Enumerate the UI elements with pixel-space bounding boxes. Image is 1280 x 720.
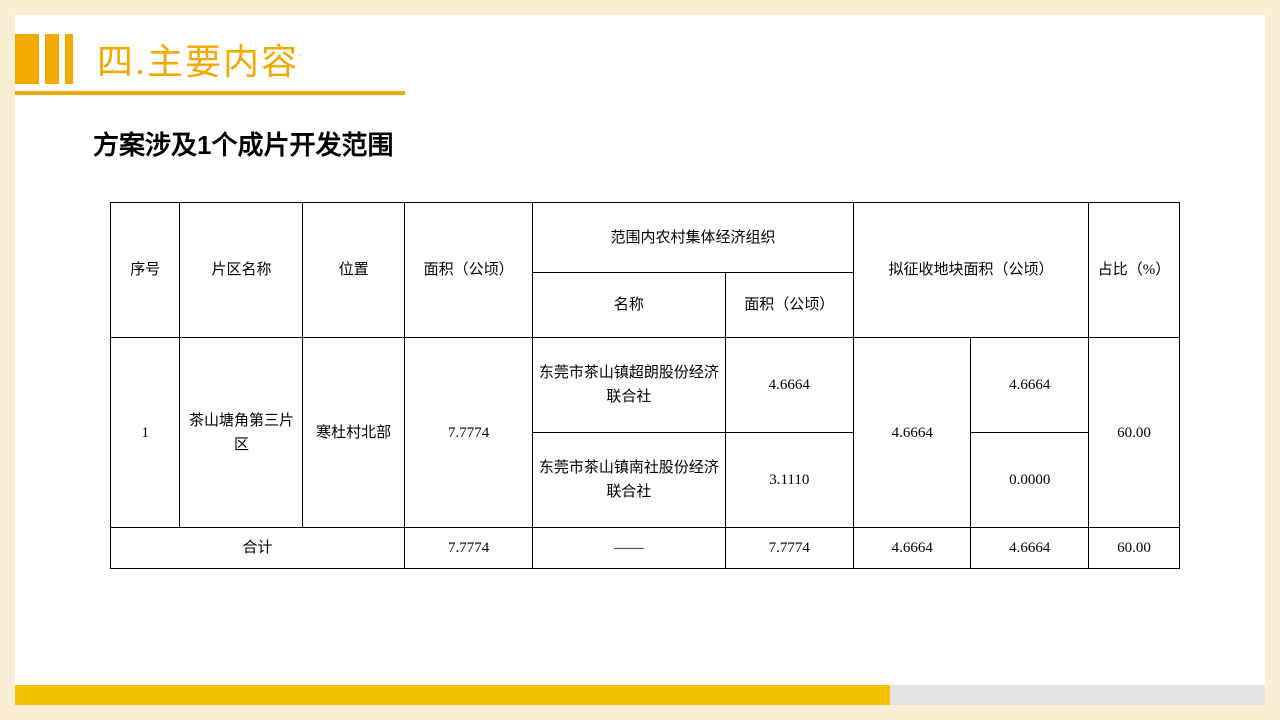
th-percent: 占比（%） bbox=[1089, 203, 1180, 338]
footer-accent-left bbox=[15, 685, 890, 705]
cell-org-name: 东莞市茶山镇超朗股份经济联合社 bbox=[533, 338, 725, 433]
th-planned: 拟征收地块面积（公顷） bbox=[853, 203, 1088, 338]
cell-org-area: 4.6664 bbox=[725, 338, 853, 433]
footer-bar bbox=[15, 685, 1265, 705]
accent-bar-3 bbox=[65, 34, 73, 84]
cell-total-pct: 60.00 bbox=[1089, 528, 1180, 569]
table-total-row: 合计 7.7774 —— 7.7774 4.6664 4.6664 60.00 bbox=[111, 528, 1180, 569]
cell-percent: 60.00 bbox=[1089, 338, 1180, 528]
th-district: 片区名称 bbox=[180, 203, 303, 338]
cell-total-label: 合计 bbox=[111, 528, 405, 569]
cell-total-p2: 4.6664 bbox=[971, 528, 1089, 569]
cell-location: 寒杜村北部 bbox=[303, 338, 405, 528]
data-table-container: 序号 片区名称 位置 面积（公顷） 范围内农村集体经济组织 拟征收地块面积（公顷… bbox=[110, 202, 1180, 569]
cell-district: 茶山塘角第三片区 bbox=[180, 338, 303, 528]
th-org-name: 名称 bbox=[533, 273, 725, 338]
content-panel: 四.主要内容 方案涉及1个成片开发范围 序号 片区名称 位置 面积（公顷） 范围… bbox=[15, 15, 1265, 685]
title-underline bbox=[15, 91, 405, 95]
th-area: 面积（公顷） bbox=[404, 203, 532, 338]
cell-org-name: 东莞市茶山镇南社股份经济联合社 bbox=[533, 433, 725, 528]
cell-org-area: 3.1110 bbox=[725, 433, 853, 528]
table-row: 1 茶山塘角第三片区 寒杜村北部 7.7774 东莞市茶山镇超朗股份经济联合社 … bbox=[111, 338, 1180, 433]
cell-planned-1: 4.6664 bbox=[853, 338, 971, 528]
table-header-row: 序号 片区名称 位置 面积（公顷） 范围内农村集体经济组织 拟征收地块面积（公顷… bbox=[111, 203, 1180, 273]
cell-total-orgarea: 7.7774 bbox=[725, 528, 853, 569]
th-org-group: 范围内农村集体经济组织 bbox=[533, 203, 854, 273]
page-subtitle: 方案涉及1个成片开发范围 bbox=[93, 125, 1265, 162]
th-org-area: 面积（公顷） bbox=[725, 273, 853, 338]
accent-bar-1 bbox=[15, 34, 39, 84]
page-title: 四.主要内容 bbox=[97, 33, 299, 85]
accent-bar-2 bbox=[45, 34, 59, 84]
data-table: 序号 片区名称 位置 面积（公顷） 范围内农村集体经济组织 拟征收地块面积（公顷… bbox=[110, 202, 1180, 569]
th-location: 位置 bbox=[303, 203, 405, 338]
cell-planned-2b: 0.0000 bbox=[971, 433, 1089, 528]
th-seq: 序号 bbox=[111, 203, 180, 338]
cell-total-p1: 4.6664 bbox=[853, 528, 971, 569]
cell-planned-2a: 4.6664 bbox=[971, 338, 1089, 433]
cell-total-area: 7.7774 bbox=[404, 528, 532, 569]
cell-area: 7.7774 bbox=[404, 338, 532, 528]
header-bar: 四.主要内容 bbox=[15, 15, 1265, 85]
footer-accent-right bbox=[890, 685, 1265, 705]
cell-total-orgname: —— bbox=[533, 528, 725, 569]
cell-seq: 1 bbox=[111, 338, 180, 528]
